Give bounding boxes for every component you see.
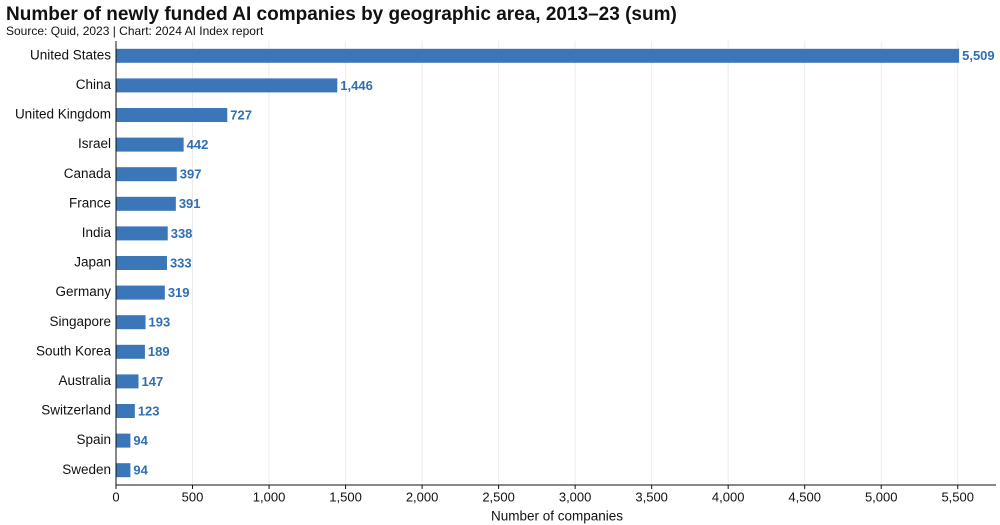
y-tick-label: Germany <box>55 284 111 299</box>
y-tick-label: South Korea <box>36 343 112 358</box>
chart-subtitle: Source: Quid, 2023 | Chart: 2024 AI Inde… <box>6 24 264 38</box>
bar <box>116 226 168 241</box>
value-label: 1,446 <box>340 78 373 93</box>
x-tick-label: 2,500 <box>482 489 515 504</box>
value-label: 397 <box>180 167 202 182</box>
bar <box>116 433 131 448</box>
y-tick-label: India <box>82 225 112 240</box>
value-label: 94 <box>133 463 148 478</box>
value-label: 319 <box>168 285 190 300</box>
bar <box>116 196 176 211</box>
y-tick-label: Australia <box>58 373 111 388</box>
bar <box>116 315 146 330</box>
value-label: 391 <box>179 196 201 211</box>
x-tick-label: 1,500 <box>329 489 362 504</box>
y-tick-label: United States <box>30 47 111 62</box>
bar <box>116 256 167 270</box>
bar <box>116 167 177 182</box>
value-label: 123 <box>138 403 160 418</box>
y-tick-label: China <box>76 77 112 92</box>
value-label: 5,509 <box>962 48 995 63</box>
y-tick-label: Israel <box>78 136 111 151</box>
y-tick-label: France <box>69 195 111 210</box>
value-label: 338 <box>171 226 193 241</box>
x-tick-label: 5,000 <box>865 489 898 504</box>
value-label: 193 <box>149 315 171 330</box>
value-label: 147 <box>141 374 163 389</box>
bar <box>116 344 145 359</box>
x-tick-label: 3,000 <box>559 489 592 504</box>
y-tick-label: United Kingdom <box>15 107 111 122</box>
x-tick-label: 2,000 <box>406 489 439 504</box>
x-tick-label: 500 <box>182 489 204 504</box>
x-tick-label: 0 <box>112 489 119 504</box>
bar <box>116 404 135 418</box>
chart-title: Number of newly funded AI companies by g… <box>6 4 677 25</box>
bar <box>116 374 139 389</box>
y-tick-label: Switzerland <box>41 403 111 418</box>
value-label: 94 <box>133 433 148 448</box>
x-tick-label: 4,500 <box>788 489 821 504</box>
x-tick-label: 5,500 <box>941 489 974 504</box>
x-tick-label: 4,000 <box>712 489 745 504</box>
bar <box>116 78 338 93</box>
bar <box>116 463 131 478</box>
x-tick-label: 3,500 <box>635 489 668 504</box>
y-tick-label: Canada <box>64 166 112 181</box>
y-tick-label: Sweden <box>62 462 111 477</box>
y-tick-label: Singapore <box>49 314 111 329</box>
bar <box>116 137 184 152</box>
bar <box>116 108 228 122</box>
x-axis-label: Number of companies <box>491 509 623 524</box>
y-tick-label: Spain <box>76 432 111 447</box>
value-label: 442 <box>187 137 209 152</box>
bar <box>116 285 165 300</box>
bar <box>116 48 960 63</box>
value-label: 189 <box>148 344 170 359</box>
value-label: 333 <box>170 255 192 270</box>
x-tick-label: 1,000 <box>253 489 286 504</box>
value-label: 727 <box>230 107 252 122</box>
y-tick-label: Japan <box>74 255 111 270</box>
